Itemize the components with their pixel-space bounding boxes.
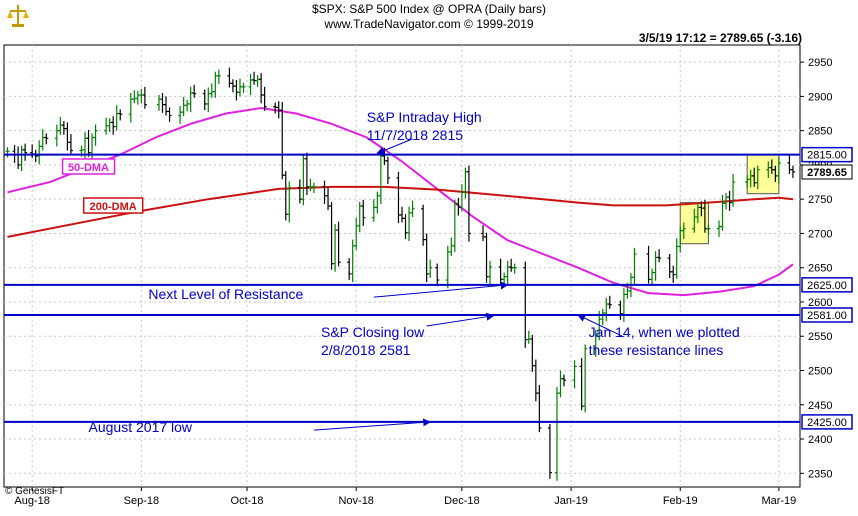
annotation-text: S&P Intraday High <box>367 109 482 125</box>
resistance-label-box <box>801 146 853 163</box>
series-line-50-dma <box>7 106 794 297</box>
y-tick-label: 2950 <box>808 57 832 69</box>
resistance-label-box <box>801 277 853 293</box>
y-tick-label: 2900 <box>808 91 832 103</box>
annotation-text: S&P Closing low <box>321 324 425 340</box>
annotation-text: Next Level of Resistance <box>148 286 303 302</box>
annotation-arrow <box>313 418 432 431</box>
annotation-arrow <box>426 312 495 327</box>
resistance-label: 2425.00 <box>807 417 847 429</box>
y-tick-label: 2350 <box>808 468 832 480</box>
y-tick-label: 2750 <box>808 194 832 206</box>
y-tick-label: 2700 <box>808 228 832 240</box>
resistance-label-box <box>801 414 853 430</box>
annotation-text: Jan 14, when we plotted <box>589 324 740 340</box>
resistance-label-box <box>801 307 853 323</box>
x-tick-label: Oct-18 <box>231 495 264 507</box>
plot-frame <box>3 44 801 488</box>
series-line-200-dma <box>7 185 794 238</box>
highlight-box <box>746 154 780 195</box>
annotation-arrow <box>373 281 509 298</box>
resistance-label: 2625.00 <box>807 280 847 292</box>
x-tick-label: Feb-19 <box>663 495 698 507</box>
copyright-text: © GenesisFT <box>5 486 65 497</box>
ma-label-box <box>61 158 116 175</box>
resistance-label: 2581.00 <box>807 310 847 322</box>
x-tick-label: Aug-18 <box>14 495 49 507</box>
x-tick-label: Nov-18 <box>338 495 373 507</box>
current-price-box <box>801 164 853 180</box>
annotation-arrow <box>577 314 625 338</box>
annotation-arrow <box>376 138 413 155</box>
ma-label: 200-DMA <box>90 201 137 213</box>
x-tick-label: Sep-18 <box>124 495 159 507</box>
chart-header-title: $SPX: S&P 500 Index @ OPRA (Daily bars) <box>311 2 547 16</box>
resistance-label: 2815.00 <box>807 150 847 162</box>
y-tick-label: 2450 <box>808 400 832 412</box>
ma-label-box <box>82 197 144 214</box>
annotation-text: these resistance lines <box>589 342 724 358</box>
x-tick-label: Mar-19 <box>761 495 796 507</box>
y-tick-label: 2600 <box>808 297 832 309</box>
price-readout: 3/5/19 17:12 = 2789.65 (-3.16) <box>638 31 802 45</box>
y-tick-label: 2850 <box>808 126 832 138</box>
annotation-text: 11/7/2018 2815 <box>367 127 463 143</box>
annotation-text: August 2017 low <box>89 419 193 435</box>
ma-label: 50-DMA <box>68 162 109 174</box>
y-tick-label: 2500 <box>808 366 832 378</box>
annotation-text: 2/8/2018 2581 <box>321 342 411 358</box>
chart-header-source: www.TradeNavigator.com © 1999-2019 <box>324 17 534 31</box>
x-tick-label: Dec-18 <box>444 495 479 507</box>
x-tick-label: Jan-19 <box>554 495 588 507</box>
current-price-label: 2789.65 <box>807 167 847 179</box>
tradenavigator-logo-icon <box>4 2 32 30</box>
y-tick-label: 2400 <box>808 434 832 446</box>
y-tick-label: 2550 <box>808 331 832 343</box>
y-tick-label: 2650 <box>808 263 832 275</box>
